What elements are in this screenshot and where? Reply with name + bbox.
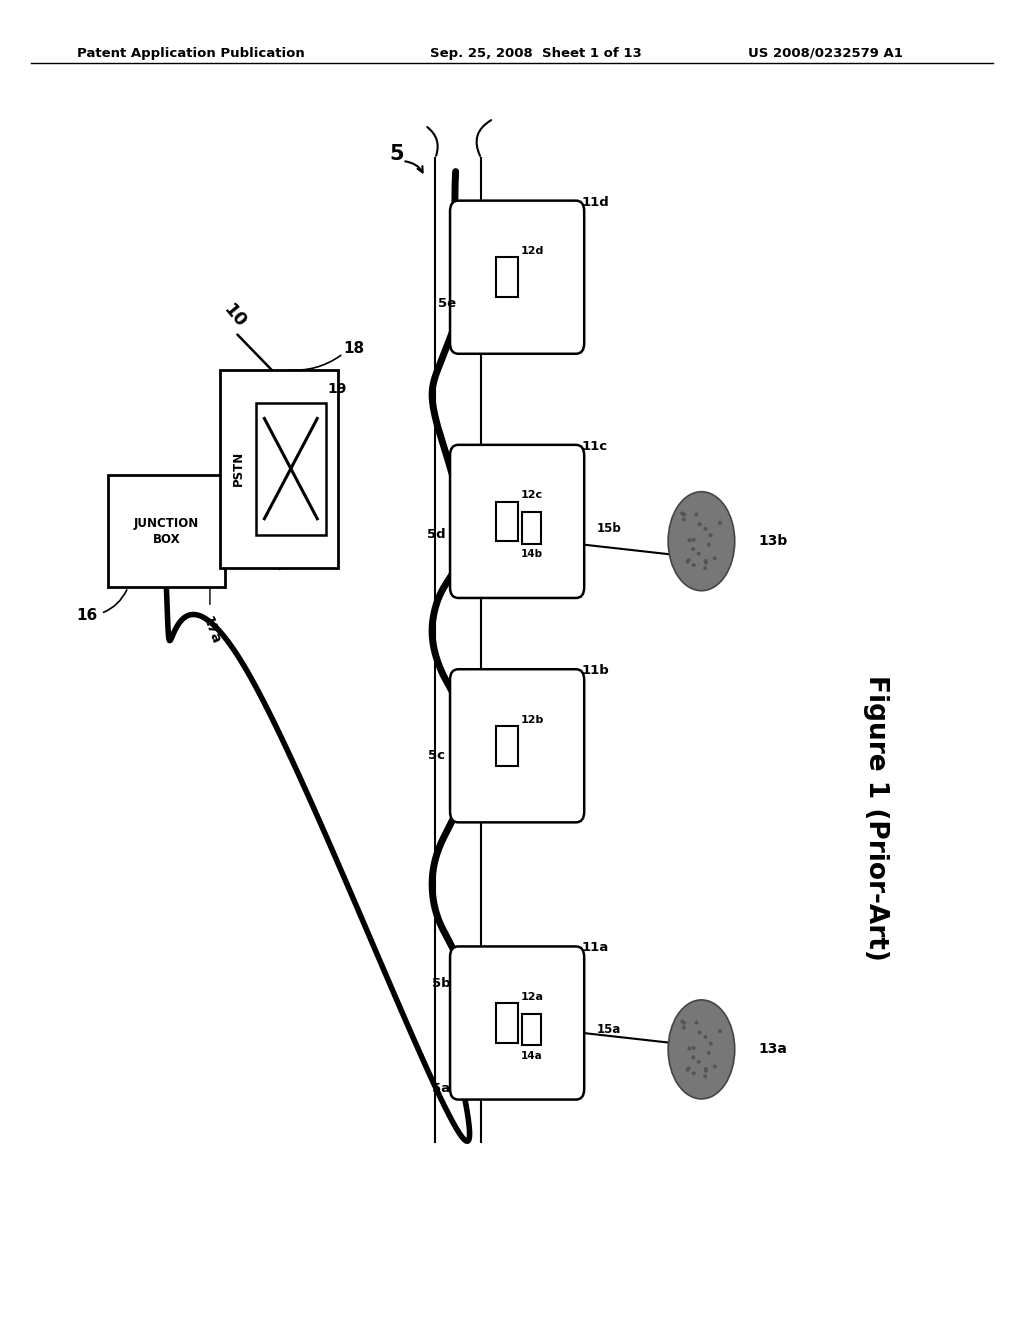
Ellipse shape xyxy=(687,539,691,543)
Ellipse shape xyxy=(718,1030,722,1034)
Ellipse shape xyxy=(713,556,717,560)
Ellipse shape xyxy=(703,1074,708,1078)
Ellipse shape xyxy=(682,1026,686,1030)
Text: Sep. 25, 2008  Sheet 1 of 13: Sep. 25, 2008 Sheet 1 of 13 xyxy=(430,46,642,59)
Ellipse shape xyxy=(682,1020,686,1024)
Ellipse shape xyxy=(713,1064,717,1068)
Ellipse shape xyxy=(687,1067,691,1071)
Ellipse shape xyxy=(707,1051,711,1055)
Text: Patent Application Publication: Patent Application Publication xyxy=(77,46,304,59)
Text: 15a: 15a xyxy=(597,1023,622,1036)
Ellipse shape xyxy=(703,558,708,562)
Ellipse shape xyxy=(682,517,686,521)
Text: 5c: 5c xyxy=(428,748,445,762)
Text: 12c: 12c xyxy=(520,490,543,500)
Ellipse shape xyxy=(669,491,735,591)
FancyBboxPatch shape xyxy=(256,403,326,535)
Text: 14b: 14b xyxy=(520,549,543,560)
Ellipse shape xyxy=(680,1019,684,1023)
Text: Figure 1 (Prior-Art): Figure 1 (Prior-Art) xyxy=(862,676,889,961)
Ellipse shape xyxy=(694,1020,698,1024)
Ellipse shape xyxy=(694,512,698,516)
Text: 14a: 14a xyxy=(520,1051,543,1061)
FancyBboxPatch shape xyxy=(108,475,225,587)
Ellipse shape xyxy=(703,1035,708,1039)
Text: PSTN: PSTN xyxy=(232,451,245,486)
FancyBboxPatch shape xyxy=(451,201,584,354)
FancyBboxPatch shape xyxy=(496,257,518,297)
Text: 11c: 11c xyxy=(582,440,607,453)
Ellipse shape xyxy=(703,1069,708,1073)
Text: 11a: 11a xyxy=(582,941,608,954)
Ellipse shape xyxy=(703,566,708,570)
Ellipse shape xyxy=(703,527,708,531)
Ellipse shape xyxy=(691,564,695,568)
Text: 12a: 12a xyxy=(520,991,543,1002)
Ellipse shape xyxy=(686,1068,690,1072)
Text: 16: 16 xyxy=(77,590,127,623)
Text: 19: 19 xyxy=(328,381,347,396)
Text: 5d: 5d xyxy=(427,528,445,541)
Text: 5: 5 xyxy=(389,144,403,165)
Text: 15b: 15b xyxy=(597,521,622,535)
Ellipse shape xyxy=(691,1045,695,1049)
FancyBboxPatch shape xyxy=(522,1014,541,1045)
Ellipse shape xyxy=(691,548,695,552)
Ellipse shape xyxy=(691,1072,695,1076)
Ellipse shape xyxy=(709,533,713,537)
Text: 18: 18 xyxy=(343,342,365,356)
Ellipse shape xyxy=(703,1067,708,1071)
FancyBboxPatch shape xyxy=(496,502,518,541)
Text: 12b: 12b xyxy=(520,714,544,725)
FancyBboxPatch shape xyxy=(496,726,518,766)
Ellipse shape xyxy=(691,1056,695,1060)
Ellipse shape xyxy=(680,511,684,515)
Text: 13a: 13a xyxy=(758,1043,787,1056)
Text: US 2008/0232579 A1: US 2008/0232579 A1 xyxy=(748,46,902,59)
Ellipse shape xyxy=(696,1060,700,1064)
Ellipse shape xyxy=(687,1047,691,1051)
Ellipse shape xyxy=(718,521,722,525)
Ellipse shape xyxy=(696,552,700,556)
Text: 17a: 17a xyxy=(200,614,222,645)
Ellipse shape xyxy=(686,560,690,564)
Ellipse shape xyxy=(707,543,711,546)
Text: 5e: 5e xyxy=(437,297,456,310)
Ellipse shape xyxy=(709,1041,713,1045)
Text: 5a: 5a xyxy=(432,1082,451,1096)
Text: 10: 10 xyxy=(220,301,250,333)
Text: 5b: 5b xyxy=(432,977,451,990)
Ellipse shape xyxy=(703,561,708,565)
Ellipse shape xyxy=(691,537,695,541)
FancyBboxPatch shape xyxy=(451,445,584,598)
Ellipse shape xyxy=(687,558,691,562)
Text: 11d: 11d xyxy=(582,195,609,209)
FancyBboxPatch shape xyxy=(220,370,338,568)
Text: 13b: 13b xyxy=(758,535,787,548)
Text: 11b: 11b xyxy=(582,664,609,677)
Ellipse shape xyxy=(697,1031,701,1035)
Text: JUNCTION
BOX: JUNCTION BOX xyxy=(134,517,199,545)
Ellipse shape xyxy=(682,512,686,516)
Text: 12d: 12d xyxy=(520,246,544,256)
FancyBboxPatch shape xyxy=(496,1003,518,1043)
FancyBboxPatch shape xyxy=(451,669,584,822)
Ellipse shape xyxy=(697,523,701,527)
FancyBboxPatch shape xyxy=(451,946,584,1100)
Ellipse shape xyxy=(669,1001,735,1098)
FancyBboxPatch shape xyxy=(522,512,541,544)
